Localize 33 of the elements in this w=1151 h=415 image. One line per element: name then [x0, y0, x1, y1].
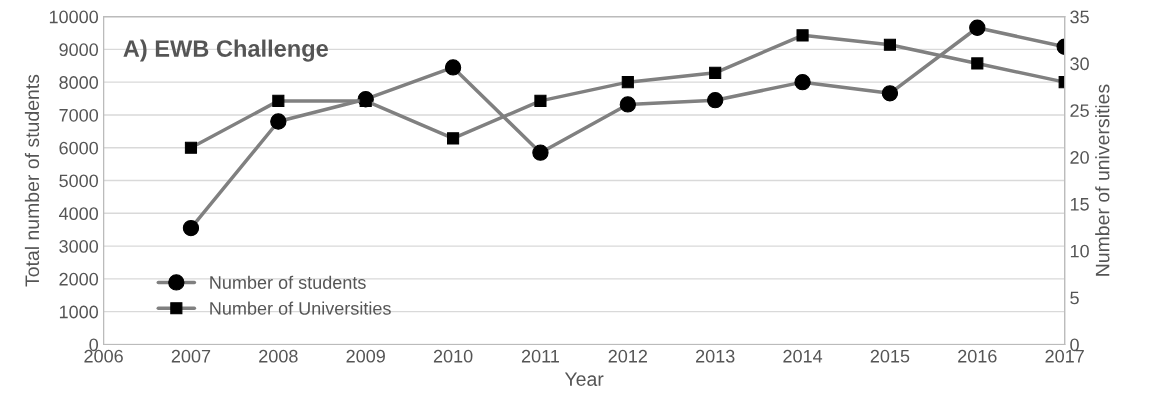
legend-label: Number of Universities: [210, 301, 391, 315]
y2-tick-label: 10: [1070, 244, 1089, 258]
y-tick-label: 7000: [59, 108, 99, 122]
legend-label: Number of students: [210, 275, 366, 289]
x-tick-label: 2014: [783, 349, 823, 363]
y-tick-label: 2000: [59, 272, 99, 286]
x-tick-label: 2010: [433, 349, 473, 363]
y-tick-label: 6000: [59, 141, 99, 155]
y-tick-label: 1000: [59, 305, 99, 319]
y2-tick-label: 35: [1070, 10, 1089, 24]
x-tick-label: 2016: [958, 349, 997, 363]
y2-axis-title: Number of universities: [1095, 84, 1110, 276]
x-tick-label: 2007: [171, 349, 211, 363]
y2-tick-label: 15: [1070, 198, 1089, 211]
y-tick-label: 9000: [59, 43, 99, 57]
x-tick-label: 2012: [608, 349, 647, 363]
x-tick-label: 2013: [696, 349, 735, 363]
y-tick-label: 5000: [59, 174, 99, 188]
y2-tick-label: 20: [1070, 151, 1089, 164]
x-tick-label: 2011: [521, 349, 559, 363]
text: A) EWB Challenge: [123, 39, 328, 62]
y2-tick-label: 25: [1070, 104, 1089, 117]
y2-tick-label: 30: [1070, 57, 1089, 71]
y-tick-label: 4000: [58, 207, 99, 221]
y-tick-label: 10000: [49, 10, 99, 24]
x-tick-label: 2009: [346, 349, 385, 363]
x-axis-title: Year: [564, 372, 604, 386]
y2-tick-label: 5: [1070, 291, 1079, 305]
x-tick-label: 2015: [870, 349, 910, 363]
x-tick-label: 2008: [259, 349, 298, 363]
y-tick-label: 8000: [59, 76, 99, 89]
y-axis-title: Total number of students: [24, 74, 40, 287]
y-tick-label: 3000: [59, 240, 99, 253]
